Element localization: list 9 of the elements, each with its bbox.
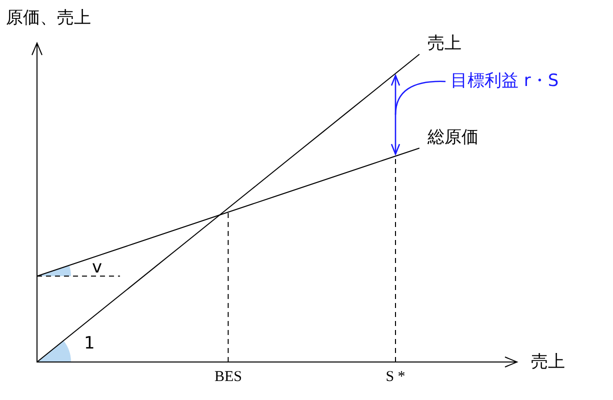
x-axis-title: 売上 — [531, 351, 565, 373]
annotation: 1 — [84, 333, 95, 354]
series-label: 売上 — [427, 34, 462, 54]
y-axis-title: 原価、売上 — [6, 7, 91, 29]
x-tick-label: S * — [386, 368, 406, 385]
x-tick-label: BES — [214, 368, 242, 385]
annotation: 目標利益 r・S — [450, 70, 559, 91]
annotation: v — [92, 258, 102, 278]
series-label: 総原価 — [426, 128, 478, 148]
